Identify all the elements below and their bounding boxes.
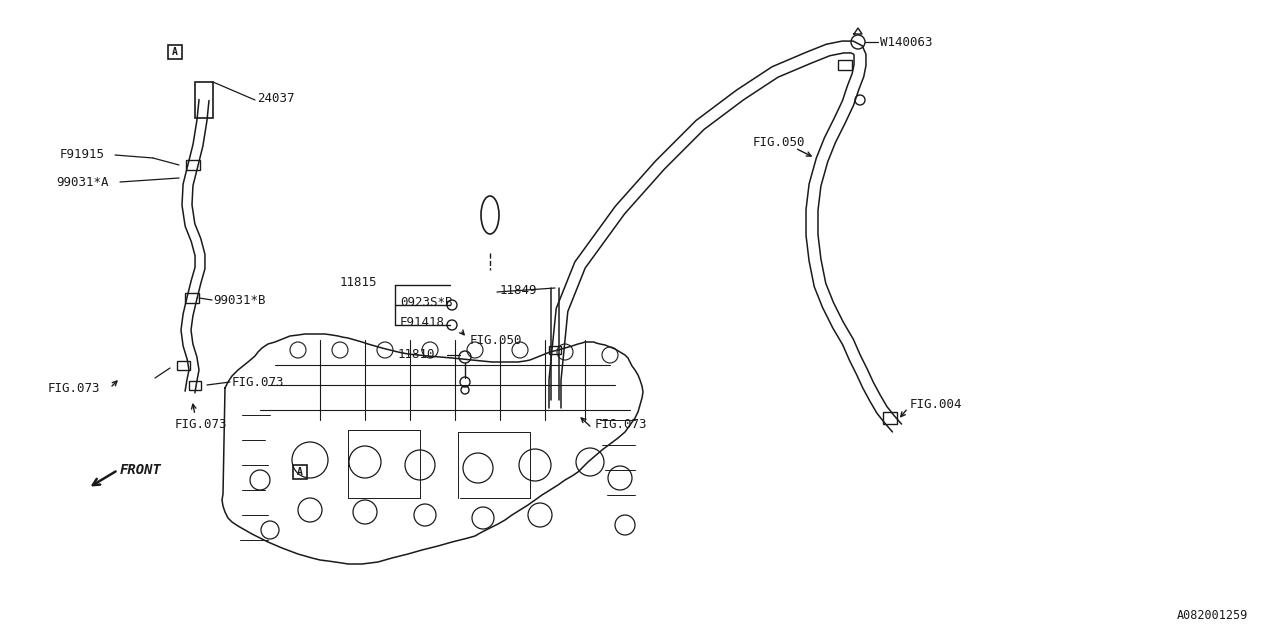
Text: FIG.073: FIG.073 bbox=[175, 419, 228, 431]
Text: FIG.004: FIG.004 bbox=[910, 399, 963, 412]
Text: 24037: 24037 bbox=[257, 92, 294, 104]
Bar bbox=[168, 45, 182, 59]
Text: F91915: F91915 bbox=[60, 148, 105, 161]
Text: W140063: W140063 bbox=[881, 35, 933, 49]
Text: 11849: 11849 bbox=[500, 284, 538, 296]
Text: A082001259: A082001259 bbox=[1176, 609, 1248, 622]
Text: F91418: F91418 bbox=[399, 316, 445, 328]
Text: A: A bbox=[172, 47, 178, 57]
Text: 99031*A: 99031*A bbox=[56, 175, 109, 189]
Text: FRONT: FRONT bbox=[120, 463, 161, 477]
Bar bbox=[195, 82, 212, 118]
Text: FIG.073: FIG.073 bbox=[232, 376, 284, 388]
Bar bbox=[177, 360, 189, 369]
Text: 99031*B: 99031*B bbox=[212, 294, 265, 307]
Text: FIG.073: FIG.073 bbox=[595, 419, 648, 431]
Text: 11810: 11810 bbox=[398, 349, 435, 362]
Text: 0923S*B: 0923S*B bbox=[399, 296, 453, 308]
Text: FIG.073: FIG.073 bbox=[49, 381, 101, 394]
Text: FIG.050: FIG.050 bbox=[470, 333, 522, 346]
Text: FIG.050: FIG.050 bbox=[753, 136, 805, 148]
Bar bbox=[186, 293, 198, 303]
Bar bbox=[186, 160, 200, 170]
Bar bbox=[549, 346, 561, 354]
Text: 11815: 11815 bbox=[340, 275, 378, 289]
Bar bbox=[883, 412, 897, 424]
Bar bbox=[293, 465, 307, 479]
Bar bbox=[838, 60, 852, 70]
Text: A: A bbox=[297, 467, 303, 477]
Bar bbox=[189, 381, 201, 390]
